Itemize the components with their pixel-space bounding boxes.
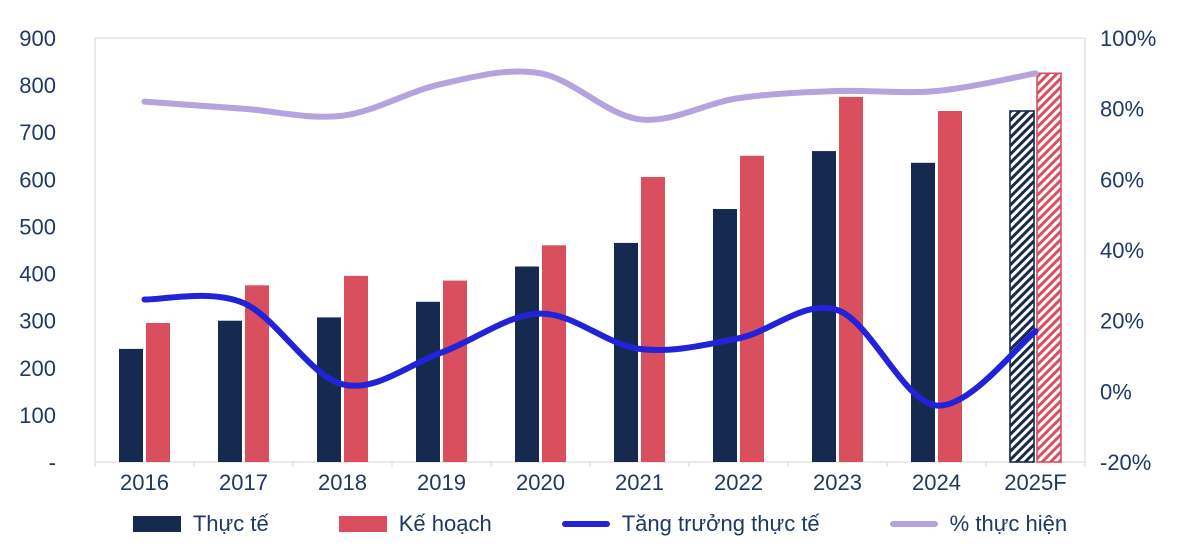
bar-plan-2024 (938, 111, 962, 462)
y-left-label: 400 (19, 262, 56, 287)
y-right-label: 40% (1100, 238, 1144, 263)
bar-actual-2020 (515, 266, 539, 462)
bar-plan-2022 (740, 155, 764, 463)
bar-actual-2024 (911, 162, 935, 463)
y-left-label: 900 (19, 26, 56, 51)
legend-swatch-completion-line (889, 521, 938, 527)
chart-legend: Thực tế Kế hoạch Tăng trưởng thực tế % t… (0, 502, 1200, 546)
x-axis-label-2021: 2021 (615, 470, 664, 495)
legend-swatch-actual-bar (132, 516, 181, 532)
bar-actual-2025F (1009, 110, 1035, 463)
bar-actual-2019 (416, 301, 440, 462)
x-axis-label-2024: 2024 (912, 470, 961, 495)
x-axis-label-2023: 2023 (813, 470, 862, 495)
legend-swatch-growth-line (561, 521, 610, 527)
x-axis-label-2019: 2019 (417, 470, 466, 495)
growth-line (141, 292, 1039, 409)
bar-plan-2020 (542, 245, 566, 462)
bar-actual-2016 (119, 348, 143, 462)
bar-plan-2019 (443, 280, 467, 462)
x-axis-label-2018: 2018 (318, 470, 367, 495)
bar-plan-2018 (344, 275, 368, 462)
legend-item-actual: Thực tế (132, 511, 269, 537)
legend-label-growth: Tăng trưởng thực tế (621, 511, 820, 536)
y-left-label: - (49, 450, 56, 475)
legend-item-completion: % thực hiện (889, 511, 1068, 537)
bar-plan-2016 (146, 323, 170, 462)
legend-swatch-plan-bar (338, 516, 387, 532)
x-axis-label-2025F: 2025F (1004, 470, 1066, 495)
y-left-label: 200 (19, 356, 56, 381)
bar-plan-2021 (641, 177, 665, 462)
y-left-label: 300 (19, 309, 56, 334)
y-left-label: 700 (19, 120, 56, 145)
legend-item-growth: Tăng trưởng thực tế (561, 511, 820, 537)
bar-actual-2017 (218, 320, 242, 462)
bar-actual-2018 (317, 317, 341, 462)
y-right-label: 0% (1100, 379, 1132, 404)
legend-label-plan: Kế hoạch (398, 511, 492, 536)
y-left-label: 100 (19, 403, 56, 428)
legend-label-completion: % thực hiện (949, 511, 1068, 536)
y-right-label: 100% (1100, 26, 1156, 51)
bar-plan-2023 (839, 96, 863, 463)
bar-actual-2022 (713, 209, 737, 462)
legend-item-plan: Kế hoạch (338, 511, 492, 537)
x-axis-label-2016: 2016 (120, 470, 169, 495)
y-right-label: 60% (1100, 167, 1144, 192)
bar-actual-2021 (614, 242, 638, 462)
combo-chart: 900 800 700 600 500 400 300 200 100 - 100% 80% 60% 40… (19, 26, 1156, 495)
y-right-label: -20% (1100, 450, 1151, 475)
y-left-label: 500 (19, 214, 56, 239)
completion-line (141, 68, 1039, 123)
bar-plan-2025F (1036, 72, 1062, 463)
plot-frame (94, 37, 1086, 463)
y-left-label: 600 (19, 167, 56, 192)
x-axis-label-2020: 2020 (516, 470, 565, 495)
y-right-label: 80% (1100, 97, 1144, 122)
y-left-label: 800 (19, 73, 56, 98)
y-right-label: 20% (1100, 309, 1144, 334)
x-axis-label-2017: 2017 (219, 470, 268, 495)
legend-label-actual: Thực tế (192, 511, 269, 536)
x-axis-label-2022: 2022 (714, 470, 763, 495)
